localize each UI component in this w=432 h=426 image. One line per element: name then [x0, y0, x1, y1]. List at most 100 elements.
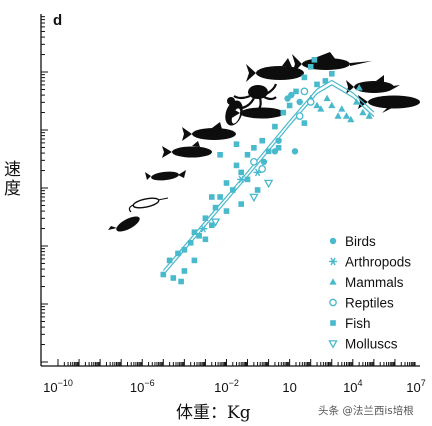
- fish-point: [238, 169, 244, 176]
- reptiles-point: [300, 87, 309, 96]
- mammals-point: [355, 84, 363, 91]
- y-axis-title-char-1: 速: [4, 160, 21, 180]
- mammals-point: [328, 101, 336, 109]
- mammals-point: [365, 112, 373, 119]
- fish-point: [209, 222, 215, 228]
- legend-marker-mammals: [329, 278, 337, 285]
- fish-point: [259, 137, 265, 144]
- fish-point: [181, 268, 188, 274]
- krill-silhouette: [145, 170, 186, 181]
- tuna-silhouette: [246, 58, 304, 82]
- fish-point: [244, 152, 251, 158]
- shrimp-silhouette: [128, 197, 169, 213]
- large-fish-silhouette: [230, 107, 284, 119]
- fish-point: [265, 148, 272, 155]
- legend-label-arthropods: Arthropods: [345, 255, 411, 270]
- x-tick-label: 10−2: [214, 378, 239, 395]
- x-minor-ticks: [57, 359, 416, 366]
- fish-point: [233, 162, 240, 169]
- fish-point: [166, 257, 173, 264]
- dolphin-silhouette: [346, 75, 400, 94]
- fish-point: [191, 257, 198, 264]
- fit-curve-upper: [162, 79, 375, 271]
- mammals-point: [352, 98, 361, 105]
- fish-point: [233, 141, 240, 147]
- fish-point: [254, 187, 261, 193]
- fish-point: [314, 81, 320, 88]
- mammals-point: [323, 94, 331, 102]
- fish-point: [280, 109, 287, 116]
- legend-marker-reptiles: [329, 298, 337, 307]
- fit-curve: [162, 79, 375, 276]
- fish-point: [212, 204, 219, 211]
- legend-label-molluscs: Molluscs: [345, 337, 398, 352]
- mammals-point: [359, 108, 367, 116]
- molluscs-point: [249, 193, 259, 203]
- small-fish-silhouette: [162, 141, 212, 158]
- fish-point: [230, 187, 236, 193]
- legend-marker-arthropods: [329, 257, 337, 266]
- y-axis-title: 速 度: [4, 160, 21, 199]
- fish-point: [251, 145, 257, 151]
- fish-point: [223, 180, 230, 186]
- birds-point: [288, 91, 295, 99]
- x-tick-label: 10−10: [43, 378, 73, 395]
- axes: 10−10 10−6 10−2 10 104 107: [40, 14, 426, 395]
- whale-silhouette: [358, 95, 420, 113]
- fish-point: [293, 88, 299, 95]
- watermark: 头条 @法兰西is培根: [318, 404, 414, 417]
- fish-point: [272, 123, 278, 130]
- legend-label-reptiles: Reptiles: [345, 296, 394, 311]
- reptiles-point: [258, 165, 267, 173]
- animal-silhouettes: [108, 52, 420, 232]
- mammals-point: [334, 112, 342, 119]
- marlin-silhouette: [292, 52, 372, 74]
- x-tick-label: 107: [406, 378, 425, 395]
- fish-point: [286, 102, 293, 109]
- molluscs-point: [210, 218, 221, 227]
- fish-point: [301, 74, 308, 81]
- reptiles-point: [250, 157, 258, 166]
- panel-label: d: [53, 12, 62, 29]
- legend-marker-fish: [330, 320, 336, 326]
- legend-marker-molluscs: [328, 340, 338, 349]
- fish-point: [202, 215, 209, 221]
- mammals-point: [347, 115, 355, 123]
- fish-point: [191, 229, 198, 235]
- mammals-point: [317, 105, 325, 112]
- copepod-silhouette: [108, 216, 140, 232]
- fish-point: [187, 240, 194, 246]
- y-ticks: [41, 16, 48, 363]
- fish-point: [223, 208, 230, 214]
- mammals-point: [338, 105, 346, 112]
- fish-point: [209, 194, 215, 200]
- fish-point: [178, 278, 184, 285]
- arthropods-point: [237, 175, 246, 184]
- fish-point: [160, 271, 167, 278]
- x-tick-labels: 10−10 10−6 10−2 10 104 107: [43, 378, 426, 395]
- fish-point: [217, 152, 223, 158]
- arthropods-point: [199, 224, 208, 233]
- fit-curve-lower: [162, 84, 375, 276]
- x-tick-label: 104: [343, 378, 362, 395]
- birds-point: [275, 137, 282, 144]
- legend-label-fish: Fish: [345, 316, 371, 331]
- fish-point: [329, 71, 335, 77]
- birds-point: [260, 158, 268, 165]
- fish-point: [275, 145, 282, 151]
- octopus-silhouette: [233, 83, 278, 111]
- legend-marker-birds: [329, 237, 337, 245]
- birds-point: [291, 148, 299, 155]
- legend: Birds Arthropods Mammals Reptiles Fish Mollus…: [328, 234, 411, 352]
- fish-point: [170, 275, 177, 281]
- x-tick-label: 10−6: [130, 378, 155, 395]
- reptiles-point: [306, 98, 315, 106]
- mammals-point: [342, 112, 351, 119]
- fish-point: [181, 247, 188, 253]
- fish-point: [322, 78, 329, 84]
- mammals-point: [313, 101, 321, 109]
- fish-point: [196, 233, 202, 239]
- fish-point: [311, 57, 318, 63]
- fish-point: [202, 236, 209, 243]
- fish-point: [301, 120, 308, 126]
